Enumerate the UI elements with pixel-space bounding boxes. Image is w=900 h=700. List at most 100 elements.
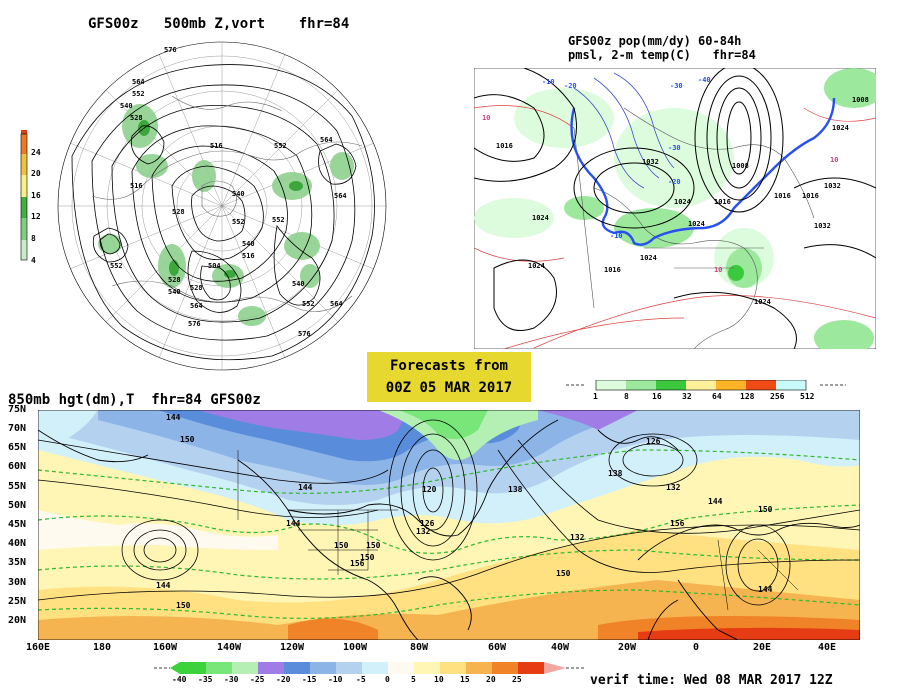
z500-label: 552 (274, 142, 287, 150)
vort-tick-16: 16 (31, 191, 41, 200)
z500-label: 540 (242, 240, 255, 248)
pmsl-label: 1016 (714, 198, 731, 206)
pmsl-label: 1024 (674, 198, 691, 206)
lon-label: 180 (93, 642, 112, 653)
hgt850-label: 144 (708, 497, 723, 506)
z500-label: 564 (334, 192, 347, 200)
pmsl-label: 1024 (754, 298, 771, 306)
pmsl-label: 1016 (604, 266, 621, 274)
z500-label: 576 (298, 330, 311, 338)
temp-tick: -35 (198, 675, 213, 684)
lat-label: 55N (8, 481, 27, 492)
lat-label: 40N (8, 538, 27, 549)
lon-axis: 160E 180 160W 140W 120W 100W 80W 60W 40W… (0, 642, 900, 656)
temp-tick: -10 (328, 675, 343, 684)
z500-label: 516 (130, 182, 143, 190)
lat-label: 60N (8, 461, 27, 472)
hgt850-label: 138 (508, 485, 523, 494)
panel-precip-title-line2: pmsl, 2-m temp(C) fhr=84 (568, 48, 756, 62)
hgt850-label: 126 (646, 437, 661, 446)
pmsl-label: 1008 (852, 96, 869, 104)
precip-tick: 512 (800, 392, 815, 401)
verif-time: verif time: Wed 08 MAR 2017 12Z (590, 673, 833, 688)
z500-label: 516 (242, 252, 255, 260)
panel-precip-title-line1: GFS00z pop(mm/dy) 60-84h (568, 34, 742, 48)
lat-label: 75N (8, 404, 27, 415)
z500-label: 528 (190, 284, 203, 292)
z500-label: 528 (130, 114, 143, 122)
pmsl-label: 1024 (832, 124, 849, 132)
vort-tick-12: 12 (31, 212, 41, 221)
z500-label: 552 (110, 262, 123, 270)
lon-label: 160W (153, 642, 178, 653)
temp-label: 10 (830, 156, 838, 164)
hgt850-label: 144 (286, 519, 301, 528)
banner-line1: Forecasts from (389, 358, 508, 374)
temp-label: -20 (564, 82, 577, 90)
hgt850-label: 144 (156, 581, 171, 590)
hgt850-label: 150 (360, 553, 375, 562)
panel-500mb-title: GFS00z 500mb Z,vort fhr=84 (88, 16, 350, 32)
hgt850-label: 150 (176, 601, 191, 610)
temp-label: -20 (668, 178, 681, 186)
z500-label: 540 (120, 102, 133, 110)
temp-label: -30 (670, 82, 683, 90)
hgt850-label: 150 (334, 541, 349, 550)
hgt850-label: 156 (670, 519, 685, 528)
lat-label: 25N (8, 596, 27, 607)
temp-label: 10 (714, 266, 722, 274)
lat-label: 45N (8, 519, 27, 530)
temp-label: -30 (668, 144, 681, 152)
lat-label: 65N (8, 442, 27, 453)
z500-label: 528 (172, 208, 185, 216)
z500-label: 564 (320, 136, 333, 144)
z500-label: 540 (232, 190, 245, 198)
hgt850-label: 126 (420, 519, 435, 528)
temp-tick: 20 (486, 675, 496, 684)
lat-label: 50N (8, 500, 27, 511)
pmsl-label: 1032 (642, 158, 659, 166)
lon-label: 100W (343, 642, 368, 653)
z500-label: 552 (302, 300, 315, 308)
temp-tick: 10 (434, 675, 444, 684)
hgt850-label: 150 (180, 435, 195, 444)
pmsl-label: 1008 (732, 162, 749, 170)
pmsl-label: 1016 (496, 142, 513, 150)
lon-label: 140W (217, 642, 242, 653)
z500-label: 516 (210, 142, 223, 150)
lon-label: 0 (693, 642, 700, 653)
z500-label: 564 (190, 302, 203, 310)
map-850mb: 144 150 144 150 150 144 144 132 126 120 … (38, 410, 860, 640)
temp-tick: -40 (172, 675, 187, 684)
lon-label: 20W (618, 642, 637, 653)
pmsl-label: 1032 (824, 182, 841, 190)
precip-tick: 64 (712, 392, 722, 401)
precip-tick: 32 (682, 392, 692, 401)
banner-line2: 00Z 05 MAR 2017 (385, 380, 513, 396)
z500-label: 564 (330, 300, 343, 308)
temp-tick: -30 (224, 675, 239, 684)
precip-pmsl-map: 1008 1024 1016 1032 1024 1016 1024 1016 … (474, 68, 876, 349)
hgt850-label: 132 (416, 527, 431, 536)
pmsl-label: 1024 (688, 220, 705, 228)
hgt850-label: 138 (608, 469, 623, 478)
precip-colorbar: 1 8 16 32 64 128 256 512 (566, 379, 846, 402)
lon-label: 120W (280, 642, 305, 653)
temp-tick: -15 (302, 675, 317, 684)
hgt850-label: 150 (556, 569, 571, 578)
lon-label: 40E (818, 642, 837, 653)
lon-label: 20E (753, 642, 772, 653)
lon-label: 80W (410, 642, 429, 653)
hgt850-label: 132 (666, 483, 681, 492)
z500-label: 552 (232, 218, 245, 226)
lat-label: 20N (8, 615, 27, 626)
z500-label: 528 (168, 276, 181, 284)
temp-label: -10 (542, 78, 555, 86)
hgt850-label: 120 (422, 485, 437, 494)
pmsl-label: 1016 (774, 192, 791, 200)
hgt850-label: 144 (298, 483, 313, 492)
z500-label: 540 (168, 288, 181, 296)
hgt850-label: 144 (166, 413, 181, 422)
temp-tick: 0 (385, 675, 390, 684)
temp-tick: -25 (250, 675, 265, 684)
